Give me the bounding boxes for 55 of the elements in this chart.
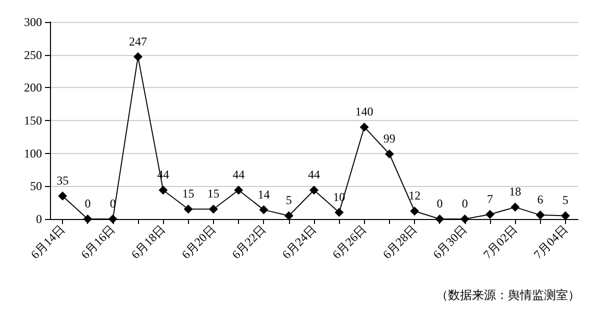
point bbox=[158, 186, 168, 195]
point bbox=[486, 210, 494, 219]
y-tick-label: 250 bbox=[24, 48, 42, 62]
point bbox=[284, 211, 294, 220]
data-label: 7 bbox=[487, 192, 493, 206]
data-label: 15 bbox=[207, 186, 220, 201]
point bbox=[435, 214, 444, 224]
point bbox=[83, 214, 92, 224]
data-label: 12 bbox=[408, 188, 421, 203]
x-tick-label: 6月30日 bbox=[430, 222, 470, 262]
data-label: 18 bbox=[509, 184, 522, 199]
x-tick-label: 6月16日 bbox=[78, 222, 118, 262]
data-label: 140 bbox=[355, 104, 374, 119]
x-tick-label: 7月02日 bbox=[480, 222, 520, 262]
point bbox=[259, 205, 268, 214]
data-label: 0 bbox=[436, 196, 443, 210]
data-label: 99 bbox=[383, 131, 396, 146]
point bbox=[310, 186, 318, 195]
data-label: 15 bbox=[182, 186, 194, 201]
x-tick-label: 6月28日 bbox=[380, 222, 420, 262]
point bbox=[58, 192, 68, 201]
point bbox=[510, 202, 520, 212]
y-tick-label: 200 bbox=[24, 80, 42, 95]
data-label: 14 bbox=[258, 187, 270, 202]
x-tick-label: 6月26日 bbox=[330, 222, 370, 262]
y-tick-label: 100 bbox=[24, 146, 42, 160]
data-label: 44 bbox=[232, 168, 245, 182]
point bbox=[208, 204, 218, 214]
data-label: 6 bbox=[537, 192, 544, 207]
x-tick-label: 6月22日 bbox=[229, 222, 269, 262]
data-label: 5 bbox=[286, 193, 292, 208]
x-tick-label: 6月20日 bbox=[178, 222, 218, 262]
y-tick-label: 50 bbox=[30, 179, 42, 194]
point bbox=[234, 186, 244, 195]
data-label: 0 bbox=[462, 196, 468, 210]
point bbox=[108, 214, 118, 224]
x-tick-label: 6月24日 bbox=[279, 222, 319, 262]
point bbox=[184, 204, 193, 214]
point bbox=[536, 210, 545, 220]
point bbox=[360, 122, 369, 132]
data-label: 5 bbox=[562, 193, 568, 208]
point bbox=[460, 214, 470, 224]
point bbox=[410, 206, 420, 216]
y-tick-label: 150 bbox=[24, 114, 42, 128]
data-label: 35 bbox=[56, 174, 69, 188]
data-label: 44 bbox=[308, 168, 320, 182]
x-tick-label: 7月04日 bbox=[530, 222, 570, 262]
point bbox=[384, 149, 394, 158]
point bbox=[334, 208, 344, 217]
text: （数据来源：舆情监测室） bbox=[436, 288, 580, 302]
data-label: 247 bbox=[129, 34, 147, 48]
point bbox=[134, 52, 142, 62]
y-tick-label: 300 bbox=[24, 15, 42, 29]
x-tick-label: 6月18日 bbox=[128, 222, 168, 262]
data-label: 0 bbox=[84, 196, 91, 210]
